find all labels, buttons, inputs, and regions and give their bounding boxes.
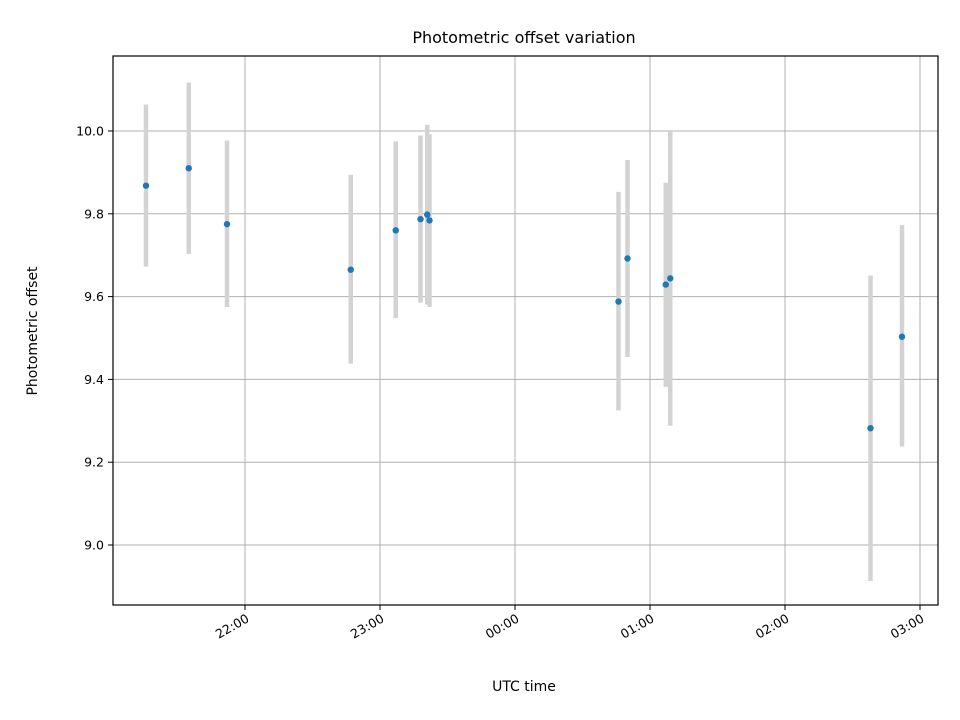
x-tick-label: 23:00 [348,611,387,642]
data-points [142,165,906,432]
x-tick-label: 22:00 [213,611,252,642]
grid [113,56,938,605]
data-point [347,266,354,273]
y-tick-label: 9.8 [84,206,104,221]
x-tick-label: 00:00 [483,611,522,642]
x-tick-label: 01:00 [618,611,657,642]
y-tick-label: 9.0 [84,538,104,553]
y-axis-ticks: 9.0 9.2 9.4 9.6 9.8 10.0 [76,124,113,553]
plot-frame [112,55,939,606]
x-tick-label: 03:00 [888,611,927,642]
data-point [185,165,192,172]
data-point [417,215,424,223]
y-tick-label: 9.4 [84,372,104,387]
y-tick-label: 10.0 [76,124,104,139]
y-tick-label: 9.6 [84,289,104,304]
data-point [424,211,431,218]
data-point [223,220,231,228]
data-point [898,333,906,340]
data-point [615,298,622,305]
data-point [867,425,874,432]
x-axis-label: UTC time [492,679,556,695]
x-axis-ticks: 22:00 23:00 00:00 01:00 02:00 03:00 [213,605,927,642]
data-point [142,182,150,189]
data-point [624,255,631,262]
y-tick-label: 9.2 [84,455,104,470]
chart-title: Photometric offset variation [412,28,635,47]
y-axis-label: Photometric offset [25,266,41,396]
data-point [662,281,669,288]
data-point [426,217,433,224]
data-point [667,275,674,282]
x-tick-label: 02:00 [753,611,792,642]
data-point [392,227,399,234]
error-bars [143,82,905,582]
